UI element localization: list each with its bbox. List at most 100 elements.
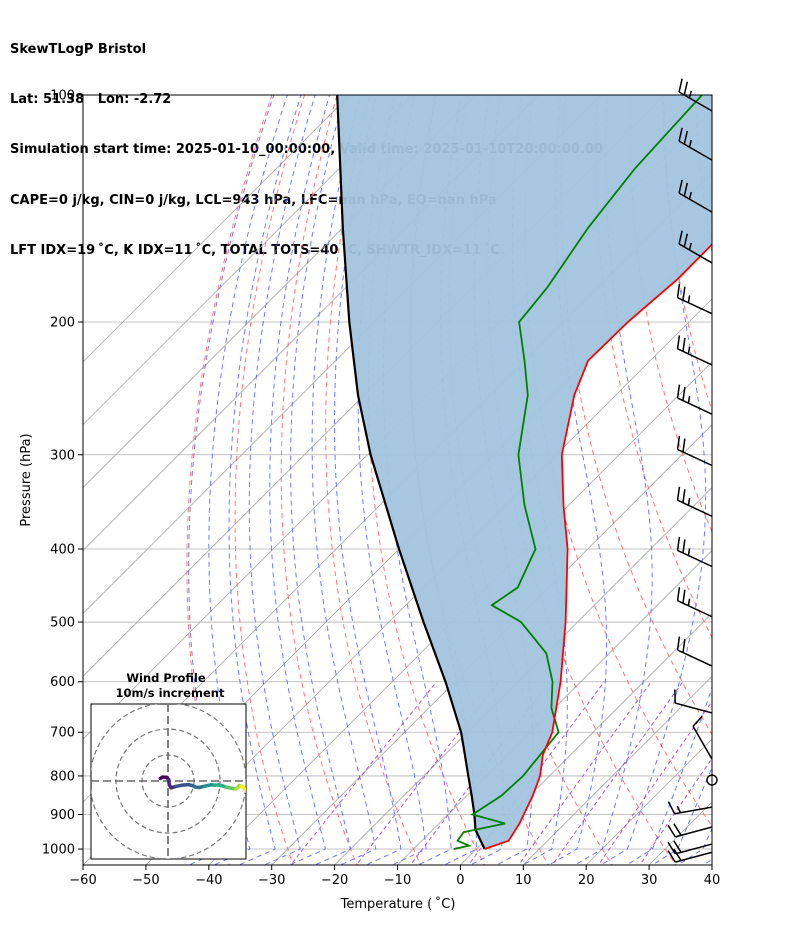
barb-flag [683,233,689,248]
barb-shaft [677,448,713,467]
moist-adiabat [248,95,316,865]
barb-half-flag [676,805,682,814]
barb-flag [682,589,686,604]
x-tick-label: −40 [195,873,222,888]
isotherm [208,361,712,865]
wind-barb [676,486,713,517]
wind-barb [676,587,713,618]
moist-adiabat [334,95,402,865]
y-tick-label: 200 [50,315,75,330]
y-tick-label: 400 [50,542,75,557]
moist-adiabat [269,95,331,865]
barb-shaft [678,140,713,161]
moist-adiabat [290,95,352,865]
dry-adiabat [759,78,794,868]
barb-shaft [675,843,713,855]
calm-wind-circle [706,774,718,786]
barb-shaft [674,806,713,815]
y-tick-label: 100 [50,89,75,104]
wind-barb [678,78,713,112]
x-tick-label: 20 [578,873,595,888]
barb-flag [673,823,682,836]
wind-barb [676,284,713,315]
barb-flag [676,486,681,501]
wind-barb [676,435,713,467]
y-tick-label: 800 [50,769,75,784]
wind-barb [667,823,713,838]
hodograph-subtitle: 10m/s increment [116,686,225,700]
barb-half-flag [688,139,692,148]
barb-shaft [677,296,713,315]
hodograph-title: Wind Profile [126,671,206,685]
barb-half-flag [688,242,692,251]
barb-flag [682,438,686,453]
hodograph-plot [91,704,246,859]
wind-barb [667,840,713,855]
y-tick-label: 900 [50,808,75,823]
barb-shaft [677,600,713,618]
isotherm [83,95,414,426]
x-tick-label: 40 [704,873,721,888]
barb-shaft [678,192,713,213]
barb-shaft [677,649,713,667]
moist-adiabat [511,95,568,865]
barb-half-flag [687,346,691,355]
x-tick-label: 0 [456,873,464,888]
barb-flag [682,638,686,653]
barb-shaft [675,826,713,838]
x-tick-label: −10 [384,873,411,888]
hodograph-segment [243,787,246,794]
barb-flag [676,284,681,298]
dewpoint-profile-line [453,95,703,850]
barb-flag [682,337,686,352]
dry-adiabat [325,95,422,865]
barb-shaft [677,549,713,568]
moist-adiabat [724,78,794,868]
barb-flag [676,636,681,651]
temperature-profile-line [484,243,712,850]
barb-flag [678,78,683,93]
barb-flag [682,387,686,401]
mixing-ratio-line [289,681,437,865]
barb-flag [678,179,683,194]
barb-flag [692,715,703,727]
barb-half-flag [688,191,692,200]
wind-barb [667,801,713,815]
chart-title: SkewTLogP Bristol [10,41,147,57]
wind-barb [676,335,713,366]
dry-adiabat [629,95,712,533]
wind-barb [678,127,713,161]
barb-flag [683,182,689,197]
wind-barb [678,179,713,213]
mixing-ratio-line [639,757,712,865]
dry-adiabat [560,95,712,736]
barb-flag [683,130,689,145]
barb-flag [673,840,682,853]
barb-flag [682,489,686,503]
wind-barb [676,536,713,568]
moist-adiabat [702,858,712,865]
barb-half-flag [687,395,691,404]
x-axis-label: Temperature ( ˚C) [340,896,456,912]
dry-adiabat [524,95,712,828]
wind-barb [692,715,713,760]
barb-flag [667,801,676,815]
parcel-profile-line [336,95,486,850]
barb-shaft [678,91,713,112]
y-tick-label: 300 [50,448,75,463]
wind-barb [676,384,713,415]
moist-adiabat [311,95,377,865]
isotherm [83,95,351,363]
profiles [336,95,712,850]
barb-shaft [677,348,713,366]
wind-barbs [667,78,718,863]
isotherm [711,864,712,865]
barb-half-flag [687,548,691,556]
barb-shaft [675,851,713,863]
x-tick-label: 10 [515,873,532,888]
dry-adiabat [662,95,712,413]
y-tick-label: 500 [50,616,75,631]
barb-half-flag [688,90,692,99]
barb-shaft [675,702,713,714]
x-tick-label: −30 [258,873,285,888]
